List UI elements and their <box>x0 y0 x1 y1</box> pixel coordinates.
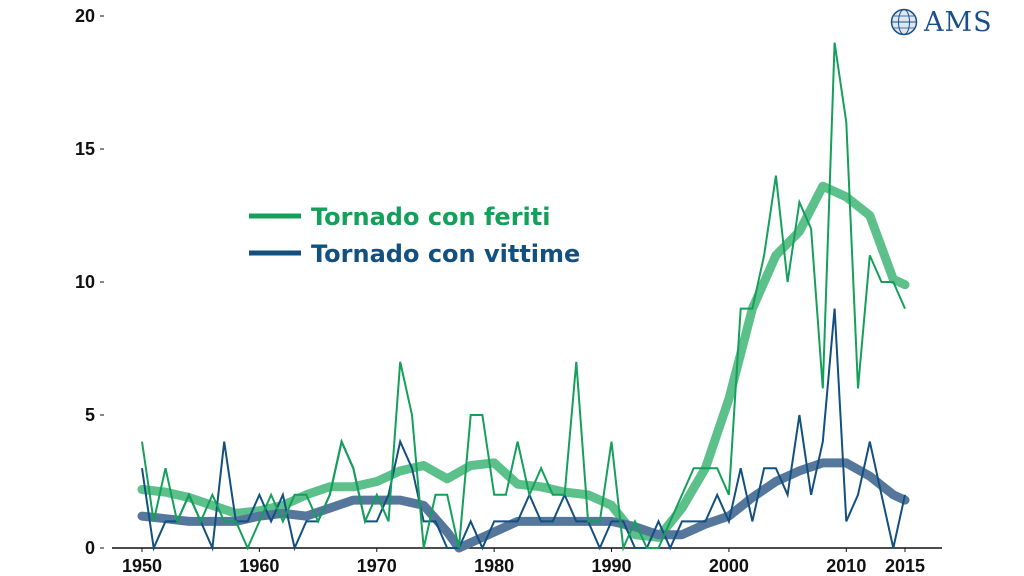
legend-label-vittime: Tornado con vittime <box>311 240 580 268</box>
y-tick-label: 5 <box>85 405 95 425</box>
globe-icon <box>890 8 918 36</box>
x-tick-label: 1960 <box>239 556 279 576</box>
legend: Tornado con feriti Tornado con vittime <box>249 203 580 268</box>
x-tick-label: 2000 <box>709 556 749 576</box>
y-tick-label: 0 <box>85 538 95 558</box>
smoothed-line-feriti <box>137 181 910 542</box>
x-tick-label: 2010 <box>826 556 866 576</box>
annual-line-feriti <box>141 42 906 552</box>
y-tick-label: 10 <box>75 272 95 292</box>
x-tick-label: 1970 <box>357 556 397 576</box>
y-tick-label: 20 <box>75 6 95 26</box>
x-tick-label: 2015 <box>885 556 925 576</box>
annual-line-vittime <box>141 308 906 552</box>
ams-logo: AMS <box>890 4 1020 40</box>
annual-lines <box>141 42 906 552</box>
y-tick-label: 15 <box>75 139 95 159</box>
axes: 0 5 10 15 20 1950 1960 1970 1980 1990 2000 2010 2015 <box>75 6 942 576</box>
legend-label-feriti: Tornado con feriti <box>311 203 550 231</box>
logo-text: AMS <box>924 6 993 38</box>
x-tick-label: 1950 <box>122 556 162 576</box>
x-tick-label: 1980 <box>474 556 514 576</box>
x-tick-label: 1990 <box>592 556 632 576</box>
